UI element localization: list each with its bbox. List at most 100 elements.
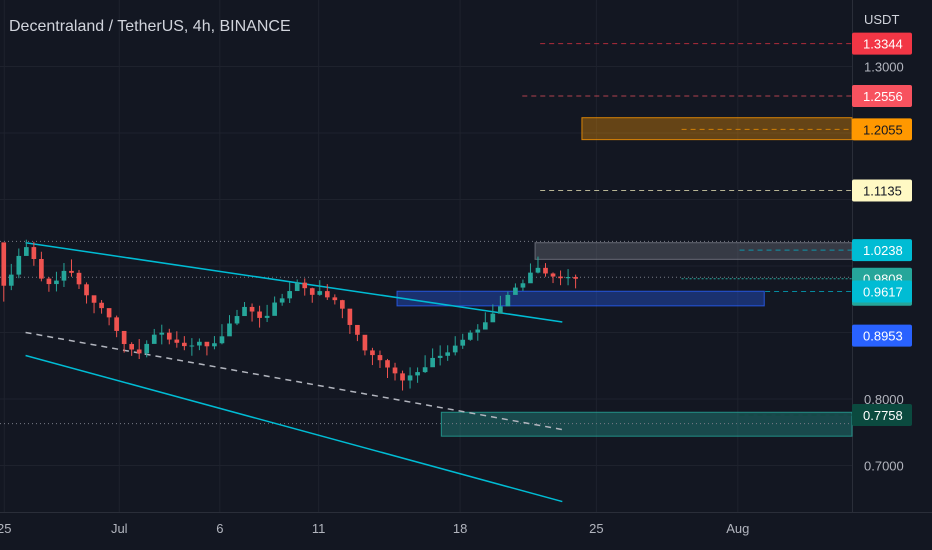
candle[interactable] (16, 255, 22, 275)
candle[interactable] (166, 332, 172, 340)
candle[interactable] (400, 373, 405, 381)
candle[interactable] (84, 284, 89, 296)
candle[interactable] (385, 360, 390, 368)
candle[interactable] (317, 291, 323, 295)
candle[interactable] (136, 349, 142, 354)
candle[interactable] (24, 247, 29, 256)
price-label-badge[interactable] (852, 324, 912, 347)
candle[interactable] (460, 339, 466, 346)
candle[interactable] (573, 277, 578, 279)
candle[interactable] (422, 367, 428, 373)
candle[interactable] (340, 300, 345, 309)
candle[interactable] (407, 375, 413, 381)
channel-lower-line[interactable] (25, 354, 563, 503)
candle[interactable] (362, 334, 368, 351)
price-label-text: 1.2556 (863, 89, 903, 104)
candle[interactable] (264, 315, 270, 318)
candle[interactable] (174, 339, 180, 343)
candle[interactable] (332, 297, 338, 301)
candle[interactable] (279, 298, 285, 303)
candle[interactable] (257, 311, 262, 318)
candle[interactable] (242, 306, 247, 317)
candle[interactable] (550, 273, 556, 277)
candle[interactable] (99, 302, 104, 309)
candle[interactable] (558, 276, 563, 279)
candle[interactable] (61, 270, 67, 281)
candle[interactable] (46, 278, 52, 285)
candle[interactable] (535, 267, 541, 273)
candle[interactable] (129, 344, 135, 350)
candle[interactable] (309, 288, 315, 295)
candle[interactable] (528, 272, 533, 284)
candle[interactable] (415, 372, 420, 376)
candle[interactable] (121, 330, 127, 345)
candle[interactable] (189, 345, 195, 347)
candle[interactable] (467, 332, 473, 340)
candle[interactable] (182, 342, 187, 347)
y-tick-label: 1.3000 (864, 59, 904, 74)
candle[interactable] (302, 282, 308, 289)
candle[interactable] (430, 357, 435, 368)
price-label-badge[interactable] (852, 239, 912, 262)
candle[interactable] (347, 308, 353, 325)
candle[interactable] (249, 306, 255, 312)
axis-unit-label: USDT (864, 12, 900, 27)
candle[interactable] (324, 291, 330, 298)
candle[interactable] (69, 270, 74, 273)
price-label-text: 1.0238 (863, 243, 903, 258)
candle[interactable] (565, 277, 571, 279)
demand-zone-green[interactable] (440, 411, 853, 437)
candle[interactable] (287, 291, 293, 299)
candle[interactable] (475, 329, 481, 333)
candle[interactable] (452, 345, 458, 353)
demand-zone-blue[interactable] (396, 290, 765, 307)
candle[interactable] (219, 336, 225, 344)
candle[interactable] (159, 332, 165, 335)
candle[interactable] (91, 295, 97, 303)
price-label-badge[interactable] (852, 280, 912, 303)
candle[interactable] (505, 294, 511, 307)
candle[interactable] (543, 267, 548, 274)
candle[interactable] (234, 316, 240, 324)
candle[interactable] (204, 341, 210, 347)
candle[interactable] (445, 352, 451, 356)
candle[interactable] (490, 313, 496, 323)
candle[interactable] (272, 302, 277, 316)
candle[interactable] (498, 306, 503, 314)
candle[interactable] (482, 322, 488, 330)
price-label-badge[interactable] (852, 85, 912, 108)
candle[interactable] (513, 287, 518, 295)
candle[interactable] (1, 242, 7, 286)
candle[interactable] (54, 280, 59, 285)
candle[interactable] (114, 317, 119, 331)
price-label-badge[interactable] (852, 404, 912, 427)
price-label-badge[interactable] (852, 32, 912, 55)
channel-middle-line[interactable] (25, 331, 563, 431)
candle[interactable] (520, 283, 526, 288)
candle[interactable] (197, 341, 202, 346)
candle[interactable] (212, 343, 217, 347)
candle[interactable] (392, 367, 398, 374)
candle[interactable] (370, 350, 375, 356)
candle[interactable] (39, 258, 44, 279)
candle[interactable] (437, 355, 443, 358)
supply-zone-grey[interactable] (534, 242, 853, 260)
candle[interactable] (106, 308, 112, 318)
channel-upper-line[interactable] (25, 241, 563, 323)
candle[interactable] (355, 324, 360, 335)
price-label-badge[interactable] (852, 179, 912, 202)
candle[interactable] (294, 282, 300, 292)
candle[interactable] (377, 355, 383, 361)
price-label-badge[interactable] (852, 118, 912, 141)
candle[interactable] (8, 274, 14, 286)
supply-zone-orange[interactable] (581, 117, 853, 141)
candle[interactable] (151, 334, 157, 344)
candle[interactable] (227, 323, 232, 337)
x-tick-label: Aug (726, 521, 749, 536)
candle[interactable] (31, 247, 37, 259)
candle[interactable] (76, 272, 82, 285)
candle[interactable] (144, 343, 150, 354)
